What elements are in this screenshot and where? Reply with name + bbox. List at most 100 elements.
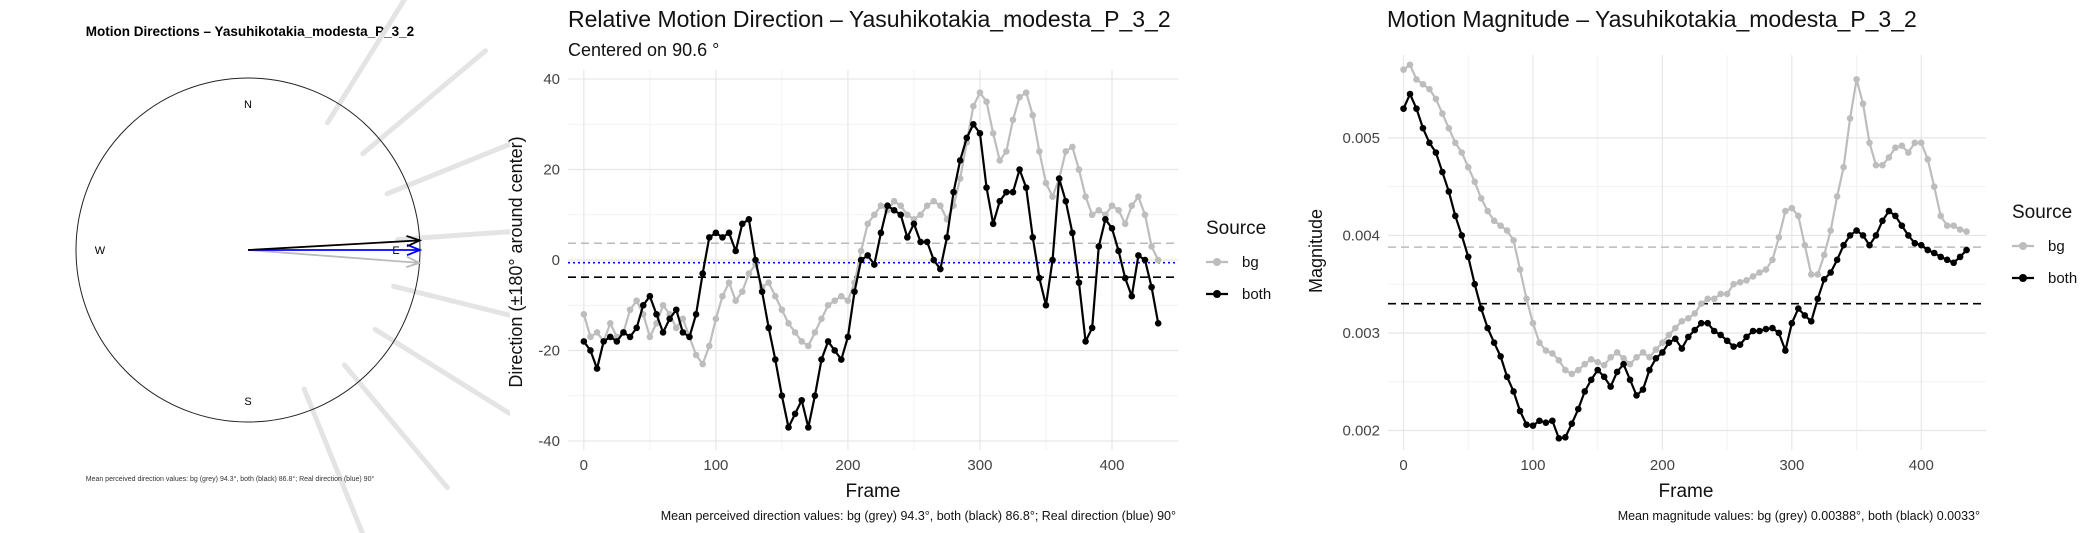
data-point	[745, 270, 753, 277]
data-point	[811, 392, 819, 400]
data-point	[1128, 292, 1136, 300]
data-point	[653, 310, 660, 318]
data-point	[738, 288, 746, 295]
data-point	[1620, 360, 1627, 368]
data-point	[1516, 266, 1524, 273]
data-point	[626, 306, 634, 314]
data-point	[1464, 253, 1472, 261]
data-point	[1736, 341, 1744, 348]
data-point	[672, 324, 680, 332]
data-point	[1445, 188, 1453, 195]
data-point	[1432, 149, 1440, 156]
data-point	[943, 234, 951, 241]
data-point	[587, 333, 594, 341]
data-point	[1574, 366, 1582, 374]
data-point	[1782, 207, 1789, 215]
data-point	[1859, 100, 1867, 108]
background-ray	[391, 283, 510, 318]
data-point	[778, 392, 786, 400]
data-point	[1866, 139, 1873, 147]
data-point	[719, 292, 726, 300]
direction-vector	[247, 249, 420, 264]
background-ray	[395, 229, 510, 243]
data-point	[600, 338, 607, 345]
data-point	[1633, 354, 1640, 361]
data-point	[1069, 229, 1076, 237]
data-point	[692, 310, 700, 318]
data-point	[1484, 324, 1491, 332]
data-point	[1009, 116, 1017, 124]
data-point	[1029, 111, 1037, 119]
data-point	[1600, 361, 1608, 369]
data-point	[838, 356, 845, 363]
data-point	[1937, 253, 1944, 261]
data-point	[1055, 175, 1063, 182]
data-point	[1652, 355, 1660, 362]
data-point	[1426, 139, 1433, 147]
direction-legend-title: Source	[1206, 218, 1266, 239]
data-point	[1866, 241, 1873, 249]
data-point	[1141, 256, 1149, 264]
direction-y-label: Direction (±180° around center)	[506, 136, 526, 387]
data-point	[877, 229, 885, 237]
data-point	[1555, 356, 1563, 364]
compass-panel: Motion Directions – Yasuhikotakia_modest…	[0, 0, 510, 533]
data-point	[890, 206, 898, 214]
data-point	[1691, 326, 1699, 334]
data-point	[1678, 345, 1686, 352]
data-point	[1659, 339, 1666, 347]
data-point	[1555, 434, 1563, 442]
data-point	[798, 396, 806, 404]
data-point	[1827, 227, 1834, 234]
data-point	[699, 360, 706, 368]
data-point	[1730, 343, 1737, 350]
data-point	[1095, 243, 1103, 250]
data-point	[1659, 349, 1666, 356]
data-point	[1413, 105, 1420, 112]
data-point	[613, 338, 621, 345]
data-point	[1115, 206, 1122, 214]
y-tick-label: 20	[543, 162, 560, 179]
legend-key-point	[2019, 242, 2027, 250]
magnitude-series	[1400, 61, 1970, 442]
data-point	[1905, 232, 1912, 239]
data-point	[983, 184, 990, 191]
data-point	[1814, 271, 1822, 278]
data-point	[1529, 319, 1537, 327]
data-point	[1788, 319, 1796, 327]
data-point	[811, 329, 819, 336]
data-point	[606, 333, 614, 341]
data-point	[1458, 149, 1466, 156]
data-point	[633, 324, 640, 332]
data-point	[1930, 249, 1938, 257]
data-point	[1613, 368, 1621, 376]
data-point	[1049, 256, 1056, 264]
data-point	[1859, 232, 1867, 239]
data-point	[1510, 237, 1517, 244]
data-point	[719, 234, 726, 241]
data-point	[831, 297, 839, 305]
data-point	[1684, 333, 1692, 341]
compass-plot: Motion Directions – Yasuhikotakia_modest…	[75, 0, 510, 533]
direction-y-ticks: -40 -20 0 20 40	[538, 71, 560, 450]
data-point	[1141, 211, 1149, 219]
data-point	[983, 98, 990, 105]
data-point	[1833, 256, 1841, 264]
data-point	[1490, 217, 1498, 225]
data-point	[871, 211, 878, 219]
direction-vector	[247, 239, 420, 251]
data-point	[1950, 222, 1957, 229]
data-point	[1937, 212, 1944, 220]
direction-title: Relative Motion Direction – Yasuhikotaki…	[568, 6, 1171, 32]
data-point	[923, 238, 931, 246]
data-point	[1128, 202, 1136, 210]
data-point	[593, 365, 601, 372]
data-point	[666, 315, 673, 323]
data-point	[1542, 347, 1550, 354]
data-point	[1827, 269, 1834, 276]
data-point	[1607, 354, 1614, 361]
data-point	[1036, 148, 1043, 155]
data-point	[818, 356, 825, 363]
background-ray	[360, 48, 488, 157]
legend-label: both	[2048, 270, 2077, 287]
